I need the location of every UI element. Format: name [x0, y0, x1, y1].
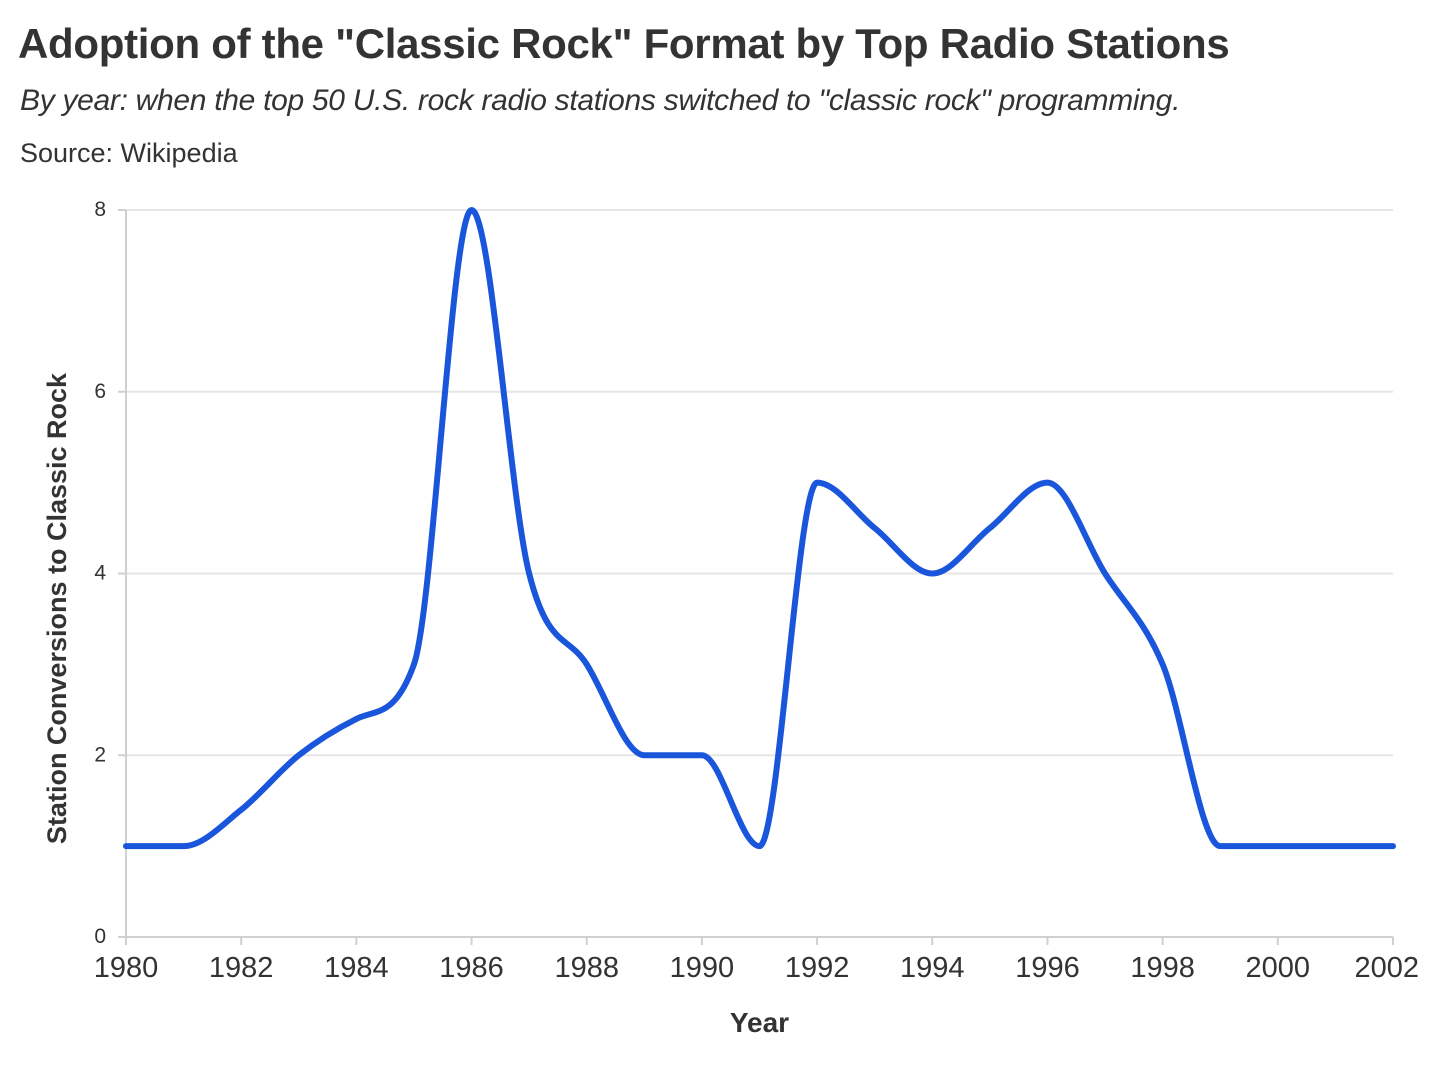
data-point-1999	[1217, 843, 1223, 849]
data-point-1985	[411, 661, 417, 667]
axes	[118, 209, 1394, 945]
x-tick-label-1988: 1988	[554, 952, 619, 984]
x-axis-title: Year	[730, 1007, 789, 1038]
y-tick-label-6: 6	[94, 380, 106, 403]
y-tick-label-0: 0	[94, 925, 106, 948]
data-point-1996	[1044, 480, 1050, 486]
data-point-1998	[1160, 661, 1166, 667]
data-point-1989	[641, 752, 647, 758]
x-tick-label-2000: 2000	[1246, 952, 1311, 984]
data-point-1986	[469, 207, 475, 213]
data-point-2002	[1390, 843, 1396, 849]
y-tick-label-8: 8	[94, 198, 106, 221]
x-tick-label-1998: 1998	[1130, 952, 1195, 984]
gridlines	[126, 209, 1393, 757]
y-axis-title: Station Conversions to Classic Rock	[42, 372, 72, 844]
x-tick-label-1996: 1996	[1015, 952, 1080, 984]
x-tick-label-1980: 1980	[94, 952, 159, 984]
chart-title: Adoption of the "Classic Rock" Format by…	[18, 20, 1230, 67]
series-layer	[123, 207, 1396, 850]
x-tick-label-1992: 1992	[785, 952, 850, 984]
data-point-1994	[929, 571, 935, 577]
data-point-1983	[296, 752, 302, 758]
x-tick-label-1986: 1986	[439, 952, 504, 984]
data-point-1997	[1102, 571, 1108, 577]
data-point-1993	[872, 525, 878, 531]
data-point-1984	[353, 716, 359, 722]
data-point-1991	[757, 843, 763, 849]
data-point-2000	[1275, 843, 1281, 849]
data-point-1987	[526, 571, 532, 577]
data-point-1981	[181, 843, 187, 849]
x-tick-label-1994: 1994	[900, 952, 965, 984]
data-point-1982	[238, 807, 244, 813]
data-point-1980	[123, 843, 129, 849]
data-point-2001	[1332, 843, 1338, 849]
data-point-1992	[814, 480, 820, 486]
series-line-0	[123, 207, 1396, 850]
tick-labels: 0 2 4 6 8 1980 1982 1984 1986 1988 1990 1992 1994 199…	[94, 198, 1419, 984]
chart-source: Source: Wikipedia	[20, 138, 238, 168]
data-point-1995	[987, 525, 993, 531]
x-tick-label-1990: 1990	[670, 952, 735, 984]
y-tick-label-4: 4	[94, 562, 106, 585]
chart-subtitle: By year: when the top 50 U.S. rock radio…	[20, 84, 1181, 117]
x-tick-label-1984: 1984	[324, 952, 389, 984]
y-tick-label-2: 2	[94, 743, 106, 766]
x-tick-label-1982: 1982	[209, 952, 274, 984]
x-tick-label-2002: 2002	[1354, 952, 1419, 984]
data-point-1990	[699, 752, 705, 758]
data-point-1988	[584, 661, 590, 667]
